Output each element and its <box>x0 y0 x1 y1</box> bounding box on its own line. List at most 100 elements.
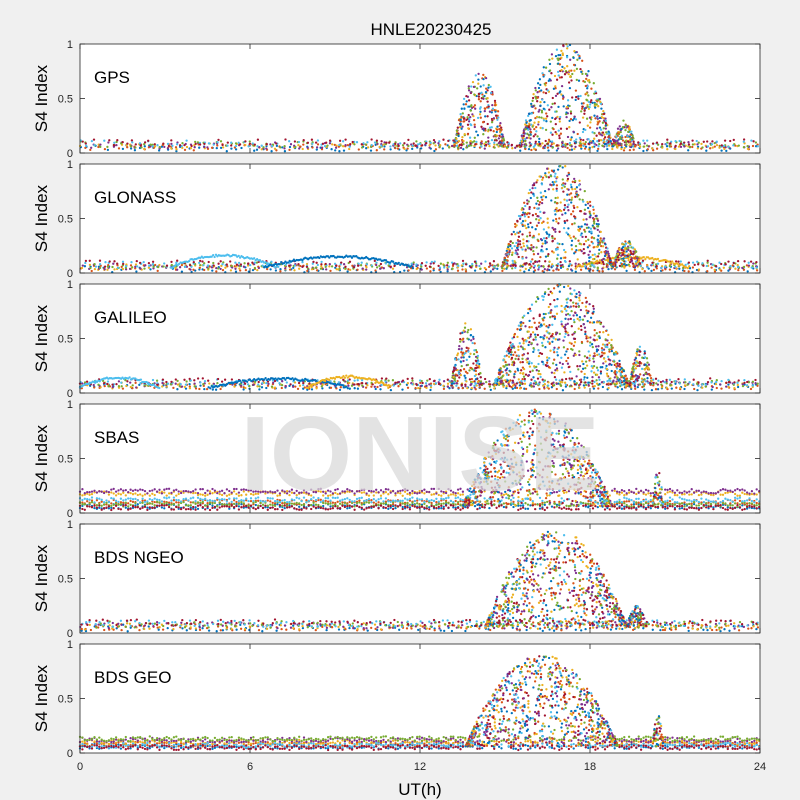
data-point <box>180 270 184 273</box>
data-point <box>410 264 413 267</box>
data-point <box>460 264 463 267</box>
data-point <box>406 377 409 381</box>
data-point <box>429 384 433 387</box>
data-point <box>567 104 570 107</box>
data-point <box>316 143 320 146</box>
data-point <box>714 382 718 386</box>
data-point <box>558 217 561 220</box>
data-point <box>244 140 247 143</box>
data-point <box>92 138 96 141</box>
data-point <box>595 143 598 147</box>
data-point <box>279 270 282 273</box>
data-point <box>599 139 603 142</box>
data-point <box>549 131 553 134</box>
data-point <box>418 379 422 382</box>
data-point <box>628 240 631 243</box>
data-point <box>170 380 173 384</box>
data-point <box>556 147 560 150</box>
data-point <box>188 387 192 390</box>
data-point <box>140 146 143 149</box>
data-point <box>596 266 599 269</box>
data-point <box>701 386 704 389</box>
data-point <box>573 222 576 225</box>
data-point <box>593 145 596 148</box>
data-point <box>621 245 625 249</box>
data-point <box>490 138 494 142</box>
y-tick-label: 1 <box>67 159 73 171</box>
data-point <box>353 387 356 390</box>
data-point <box>750 266 753 269</box>
data-point <box>573 50 576 53</box>
data-point <box>270 145 274 148</box>
data-point <box>573 252 576 255</box>
data-point <box>677 145 681 148</box>
data-point <box>561 52 564 55</box>
data-point <box>459 373 463 377</box>
data-point <box>106 145 109 149</box>
data-point <box>366 141 369 144</box>
y-tick-label: 0.5 <box>58 94 73 106</box>
data-point <box>544 239 547 243</box>
data-point <box>357 148 360 151</box>
data-point <box>586 85 589 88</box>
data-point <box>500 141 503 145</box>
data-point <box>214 388 218 391</box>
data-point <box>425 261 428 264</box>
data-point <box>559 53 562 57</box>
data-point <box>219 146 223 150</box>
data-point <box>493 387 496 390</box>
data-point <box>288 148 291 152</box>
data-point <box>558 120 561 123</box>
data-point <box>536 100 539 103</box>
data-point <box>237 261 241 265</box>
data-point <box>592 208 595 211</box>
data-point <box>466 133 470 136</box>
data-point <box>588 259 591 263</box>
data-point <box>588 215 591 219</box>
data-point <box>93 267 97 271</box>
data-point <box>143 141 147 144</box>
data-point <box>576 317 579 321</box>
data-point <box>278 263 281 266</box>
data-point <box>552 287 556 290</box>
data-point <box>349 268 352 272</box>
data-point <box>471 262 474 266</box>
data-point <box>572 130 575 133</box>
data-point <box>732 138 735 142</box>
data-point <box>370 264 373 267</box>
data-point <box>656 262 660 265</box>
data-point <box>284 384 287 388</box>
data-point <box>668 264 672 268</box>
data-point <box>203 142 206 146</box>
data-point <box>461 135 464 139</box>
data-point <box>633 145 637 148</box>
data-point <box>494 101 497 104</box>
data-point <box>562 226 566 230</box>
data-point <box>584 212 587 216</box>
data-point <box>544 91 548 95</box>
data-point <box>467 99 471 102</box>
data-point <box>665 142 668 146</box>
data-point <box>669 384 672 387</box>
data-point <box>466 386 469 390</box>
data-point <box>506 141 509 144</box>
data-point <box>126 142 129 145</box>
data-point <box>546 268 549 271</box>
data-point <box>216 141 219 144</box>
data-point <box>575 95 578 99</box>
data-point <box>535 202 538 205</box>
data-point <box>342 378 345 381</box>
data-point <box>124 264 128 268</box>
data-point <box>536 252 540 256</box>
data-point <box>629 143 632 147</box>
data-point <box>210 146 214 149</box>
data-point <box>230 147 233 150</box>
data-point <box>459 337 462 341</box>
data-point <box>467 113 470 117</box>
data-point <box>464 263 468 266</box>
data-point <box>555 382 558 385</box>
data-point <box>587 79 591 82</box>
data-point <box>693 143 696 146</box>
data-point <box>583 230 587 233</box>
data-point <box>115 140 118 144</box>
